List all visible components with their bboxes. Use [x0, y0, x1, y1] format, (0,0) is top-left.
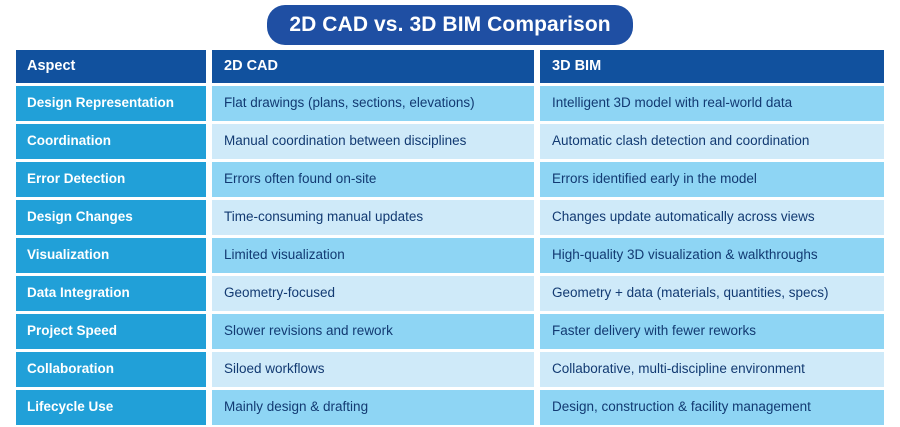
bim-value: Errors identified early in the model [540, 162, 884, 197]
table-row: Data Integration Geometry-focused Geomet… [16, 276, 884, 311]
cad-value: Slower revisions and rework [212, 314, 534, 349]
table-row: Visualization Limited visualization High… [16, 238, 884, 273]
bim-value: High-quality 3D visualization & walkthro… [540, 238, 884, 273]
aspect-label: Design Representation [16, 86, 206, 121]
cad-value: Siloed workflows [212, 352, 534, 387]
column-header-aspect: Aspect [16, 50, 206, 83]
cad-value: Limited visualization [212, 238, 534, 273]
aspect-label: Error Detection [16, 162, 206, 197]
title-bar: 2D CAD vs. 3D BIM Comparison [0, 0, 900, 45]
table-row: Project Speed Slower revisions and rewor… [16, 314, 884, 349]
aspect-label: Design Changes [16, 200, 206, 235]
table-row: Design Changes Time-consuming manual upd… [16, 200, 884, 235]
aspect-label: Collaboration [16, 352, 206, 387]
bim-value: Automatic clash detection and coordinati… [540, 124, 884, 159]
page-title: 2D CAD vs. 3D BIM Comparison [267, 5, 633, 45]
aspect-label: Data Integration [16, 276, 206, 311]
bim-value: Design, construction & facility manageme… [540, 390, 884, 425]
table-row: Lifecycle Use Mainly design & drafting D… [16, 390, 884, 425]
cad-value: Errors often found on-site [212, 162, 534, 197]
bim-value: Collaborative, multi-discipline environm… [540, 352, 884, 387]
cad-value: Manual coordination between disciplines [212, 124, 534, 159]
comparison-table: Aspect 2D CAD 3D BIM Design Representati… [16, 50, 884, 425]
aspect-label: Project Speed [16, 314, 206, 349]
table-row: Coordination Manual coordination between… [16, 124, 884, 159]
column-header-2d-cad: 2D CAD [212, 50, 534, 83]
table-row: Collaboration Siloed workflows Collabora… [16, 352, 884, 387]
cad-value: Mainly design & drafting [212, 390, 534, 425]
aspect-label: Lifecycle Use [16, 390, 206, 425]
cad-value: Time-consuming manual updates [212, 200, 534, 235]
cad-value: Flat drawings (plans, sections, elevatio… [212, 86, 534, 121]
bim-value: Geometry + data (materials, quantities, … [540, 276, 884, 311]
aspect-label: Visualization [16, 238, 206, 273]
bim-value: Changes update automatically across view… [540, 200, 884, 235]
column-header-3d-bim: 3D BIM [540, 50, 884, 83]
bim-value: Intelligent 3D model with real-world dat… [540, 86, 884, 121]
aspect-label: Coordination [16, 124, 206, 159]
table-row: Error Detection Errors often found on-si… [16, 162, 884, 197]
bim-value: Faster delivery with fewer reworks [540, 314, 884, 349]
table-header-row: Aspect 2D CAD 3D BIM [16, 50, 884, 83]
table-row: Design Representation Flat drawings (pla… [16, 86, 884, 121]
cad-value: Geometry-focused [212, 276, 534, 311]
